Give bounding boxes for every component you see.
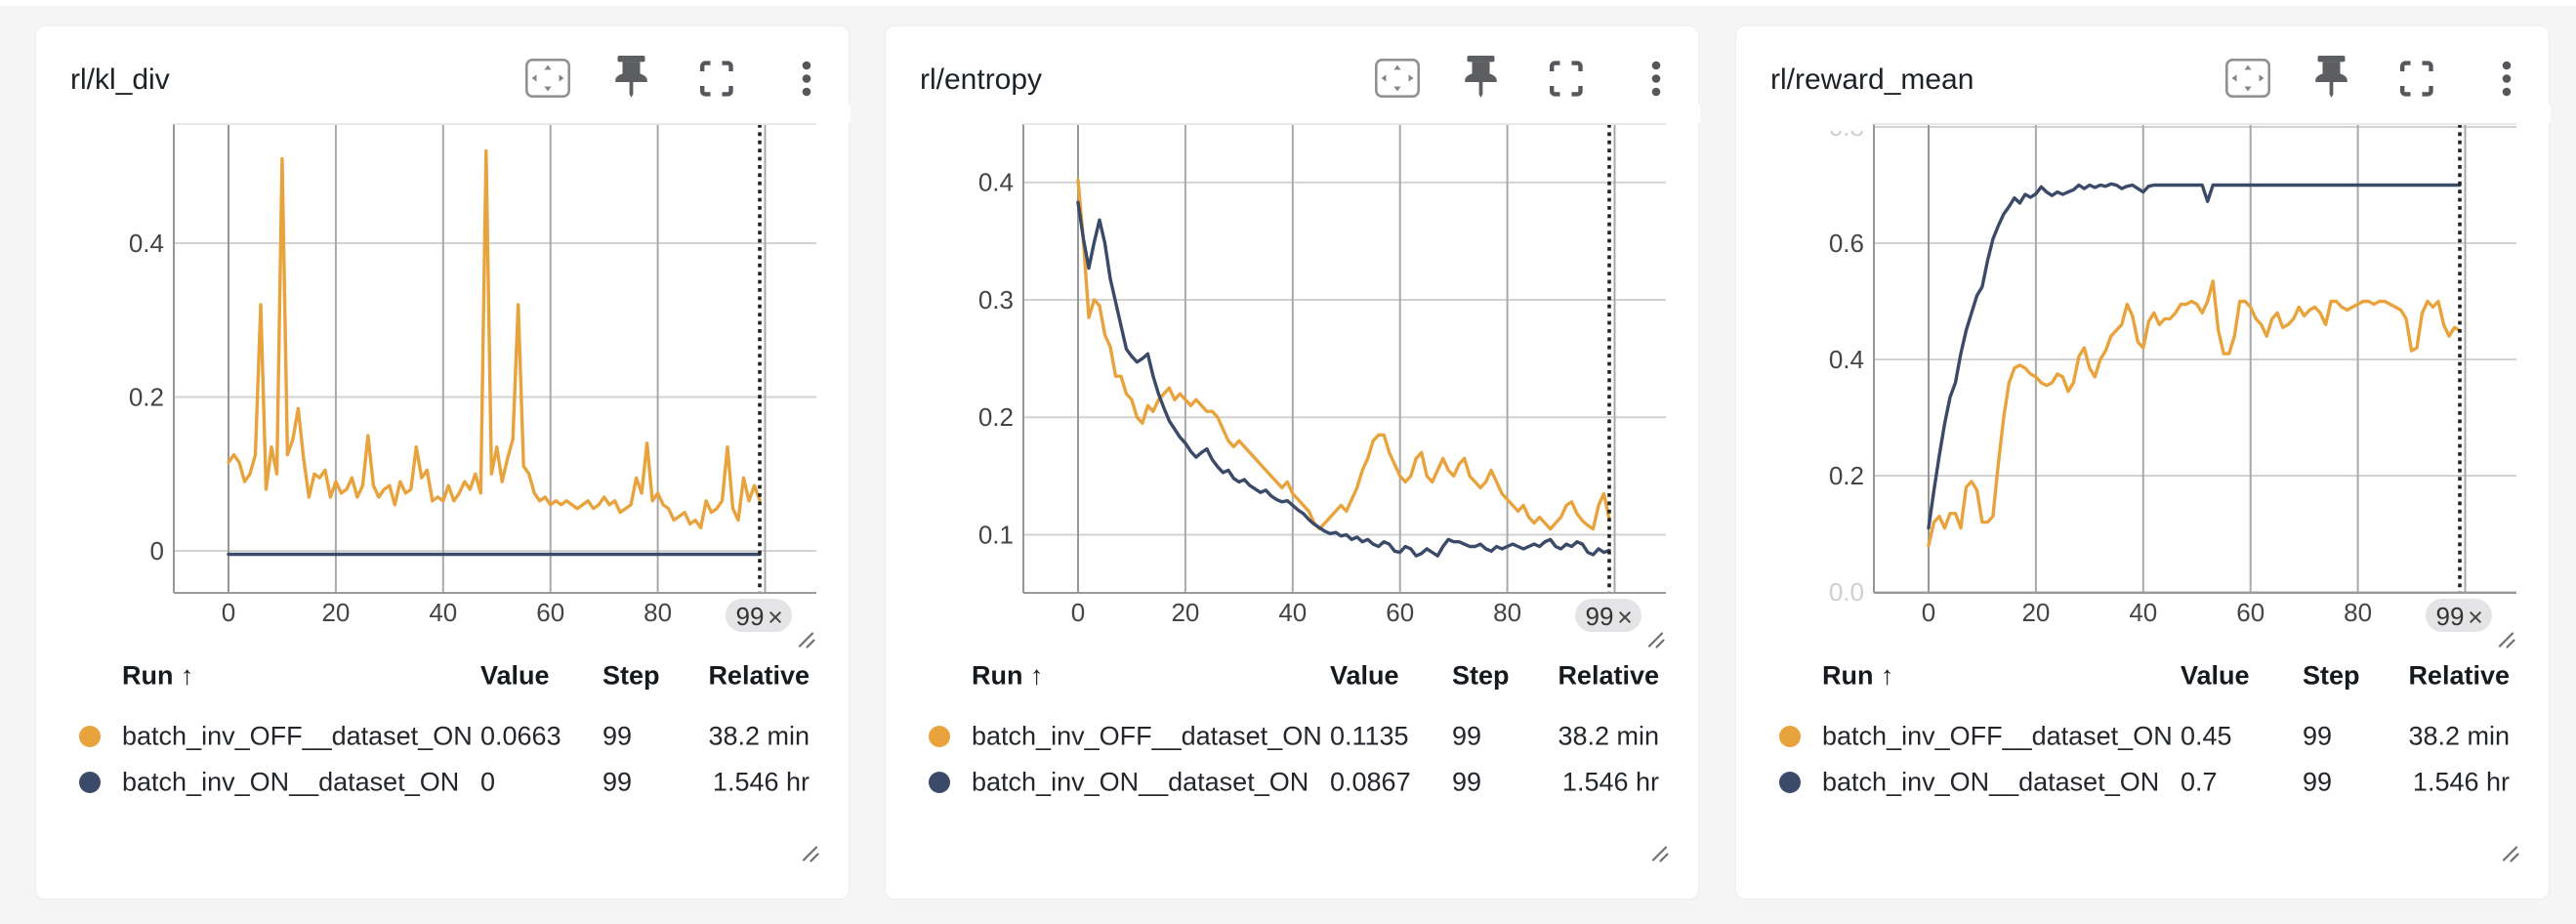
svg-text:0.3: 0.3 — [978, 285, 1014, 315]
svg-text:×: × — [1617, 603, 1633, 632]
svg-text:0.1: 0.1 — [978, 521, 1014, 550]
svg-text:0.4: 0.4 — [1829, 345, 1864, 374]
svg-text:40: 40 — [429, 598, 457, 627]
svg-text:0: 0 — [222, 598, 235, 627]
svg-text:0.2: 0.2 — [129, 383, 164, 412]
svg-text:60: 60 — [2236, 598, 2264, 627]
svg-text:0.4: 0.4 — [978, 168, 1014, 197]
svg-text:20: 20 — [2021, 598, 2050, 627]
svg-text:99: 99 — [1586, 602, 1614, 631]
svg-text:0.2: 0.2 — [978, 402, 1014, 432]
svg-text:80: 80 — [2344, 598, 2372, 627]
svg-text:×: × — [768, 603, 783, 632]
svg-text:20: 20 — [1171, 598, 1199, 627]
svg-text:0: 0 — [150, 536, 164, 566]
svg-text:60: 60 — [1386, 598, 1414, 627]
svg-text:60: 60 — [536, 598, 564, 627]
svg-text:80: 80 — [1493, 598, 1521, 627]
svg-text:0.0: 0.0 — [1829, 577, 1864, 607]
svg-text:40: 40 — [2129, 598, 2157, 627]
svg-text:99: 99 — [736, 602, 765, 631]
svg-text:×: × — [2468, 603, 2483, 632]
svg-text:40: 40 — [1278, 598, 1307, 627]
svg-text:0.6: 0.6 — [1829, 229, 1864, 258]
svg-text:0: 0 — [1922, 598, 1935, 627]
svg-text:80: 80 — [644, 598, 672, 627]
svg-text:0.4: 0.4 — [129, 229, 164, 258]
svg-text:0: 0 — [1071, 598, 1085, 627]
svg-text:99: 99 — [2436, 602, 2465, 631]
svg-text:0.2: 0.2 — [1829, 461, 1864, 490]
svg-text:20: 20 — [321, 598, 350, 627]
